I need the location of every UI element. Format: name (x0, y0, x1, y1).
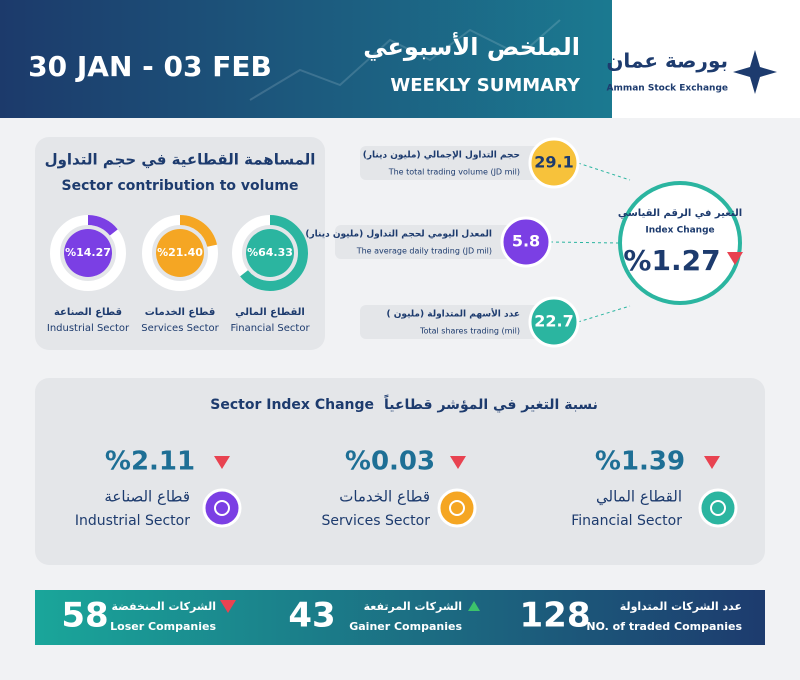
title-ar: الملخص الأسبوعي (363, 32, 580, 61)
company-label-en: Gainer Companies (349, 620, 462, 633)
stat-value: 29.1 (534, 153, 573, 172)
sector-name-ar: قطاع الصناعة (54, 307, 122, 318)
sector-index-title-en: Sector Index Change (210, 397, 374, 413)
sector-name-en: Services Sector (141, 323, 219, 334)
sector-name-ar: قطاع الخدمات (145, 307, 216, 318)
logo-ar: بورصة عمان (606, 49, 728, 73)
sector-icon-glyph (449, 500, 465, 516)
sector-change: %0.03 (345, 447, 435, 477)
sector-index-title-ar: نسبة التغير في المؤشر قطاعياً (384, 394, 598, 413)
stat-circle (528, 137, 580, 189)
title-en: WEEKLY SUMMARY (390, 75, 581, 96)
donut-center (156, 229, 204, 277)
stat-label-ar: المعدل اليومي لحجم التداول (مليون دينار) (305, 230, 492, 240)
index-label-ar: التغير في الرقم القياسي (618, 208, 742, 219)
sector-name-ar: القطاع المالي (596, 488, 682, 507)
stat-circle (500, 216, 552, 268)
index-label-en: Index Change (645, 226, 714, 236)
down-arrow (727, 252, 743, 265)
donut-center (246, 229, 294, 277)
companies-band (35, 590, 765, 645)
logo-star (733, 50, 777, 94)
donut-label: %64.33 (247, 246, 293, 259)
company-count: 128 (520, 596, 591, 636)
panel-title-en: Sector contribution to volume (62, 178, 299, 194)
stat-pill (360, 305, 554, 339)
stat-label-en: The total trading volume (JD mil) (388, 168, 520, 177)
sector-name-ar: قطاع الخدمات (339, 488, 430, 506)
sector-change: %2.11 (105, 447, 195, 477)
stat-label-en: Total shares trading (mil) (419, 327, 520, 336)
stat-label-ar: حجم التداول الإجمالي (مليون دينار) (363, 151, 520, 161)
stat-value: 5.8 (512, 232, 540, 251)
stat-label-en: The average daily trading (JD mil) (356, 247, 492, 256)
company-label-ar: عدد الشركات المتداولة (620, 600, 742, 613)
date: 30 JAN - 03 FEB (28, 50, 272, 83)
index-circle (618, 181, 742, 305)
stat-pill (335, 225, 526, 259)
sector-name-ar: قطاع الصناعة (104, 488, 190, 506)
connector (549, 241, 619, 244)
company-label-ar: الشركات المرتفعة (364, 600, 462, 613)
sector-icon (698, 488, 738, 528)
donut-center (64, 229, 112, 277)
company-count: 43 (288, 596, 335, 636)
company-label-ar: الشركات المنخفضة (112, 600, 216, 613)
donut-arc (232, 215, 308, 291)
down-arrow (214, 456, 230, 469)
panel-title-ar: المساهمة القطاعية في حجم التداول (45, 151, 316, 169)
sector-name-en: Industrial Sector (47, 323, 130, 334)
sector-name-en: Financial Sector (571, 513, 682, 529)
stat-pill (360, 146, 554, 180)
stat-circle (528, 296, 580, 348)
company-count: 58 (61, 596, 108, 636)
donut-label: %21.40 (157, 246, 203, 259)
company-label-en: NO. of traded Companies (586, 620, 742, 633)
down-arrow (220, 600, 236, 613)
sector-name-ar: القطاع المالي (235, 307, 305, 318)
donut-arc (50, 215, 126, 291)
up-arrow (468, 601, 480, 611)
sector-name-en: Services Sector (322, 513, 431, 529)
down-arrow (704, 456, 720, 469)
sector-name-en: Industrial Sector (75, 513, 190, 529)
decor-line (249, 19, 561, 101)
down-arrow (450, 456, 466, 469)
sector-icon (437, 488, 477, 528)
sector-icon (202, 488, 242, 528)
stat-label-ar: عدد الأسهم المتداولة (مليون ) (387, 308, 521, 320)
stat-value: 22.7 (534, 312, 573, 331)
logo-en: Amman Stock Exchange (607, 84, 728, 94)
sector-name-en: Financial Sector (230, 323, 310, 334)
donut-arc (142, 215, 218, 291)
donut-label: %14.27 (65, 246, 111, 259)
index-value: %1.27 (623, 244, 720, 277)
company-label-en: Loser Companies (110, 620, 216, 633)
sector-change: %1.39 (595, 447, 685, 477)
sector-icon-glyph (214, 500, 230, 516)
sector-icon-glyph (710, 500, 726, 516)
logo-area (612, 0, 800, 118)
